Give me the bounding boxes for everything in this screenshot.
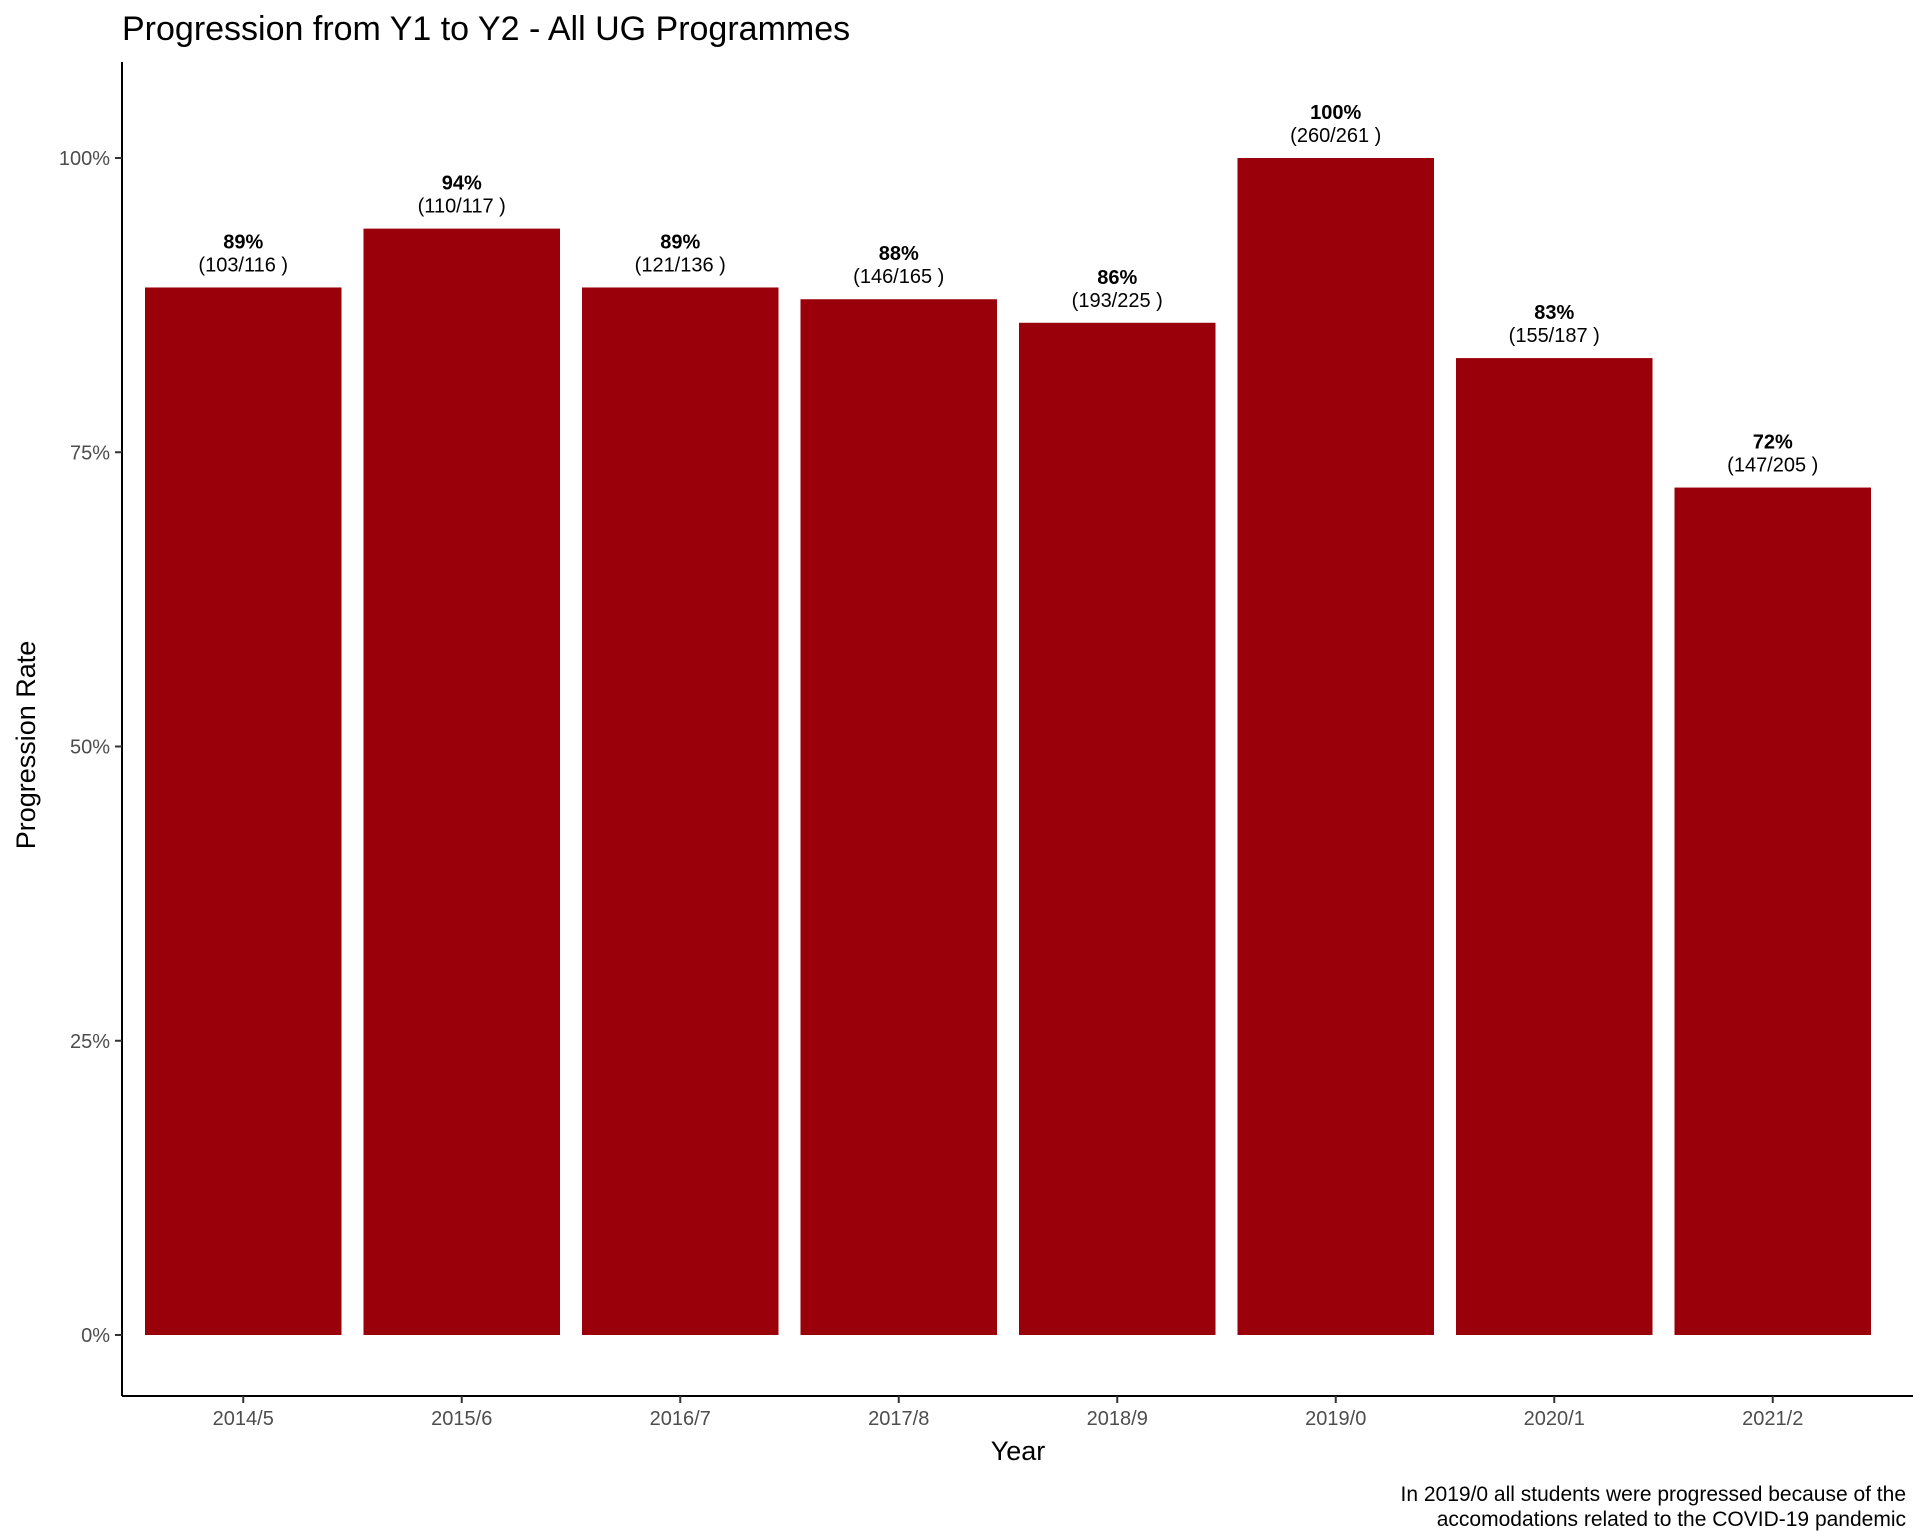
caption-line-2: accomodations related to the COVID-19 pa… <box>1437 1508 1906 1531</box>
x-tick-label: 2021/2 <box>1742 1408 1803 1430</box>
bar-value-label: 94% <box>442 173 482 195</box>
bar <box>145 287 342 1336</box>
x-axis: 2014/5 2015/6 2016/7 2017/8 2018/9 2019/0 2020… <box>122 1395 1913 1430</box>
y-tick-label: 25% <box>70 1031 110 1053</box>
bar-count-label: (110/117 ) <box>418 196 506 218</box>
bar-count-label: (103/116 ) <box>198 254 288 276</box>
x-tick-label: 2018/9 <box>1087 1408 1148 1430</box>
bar <box>1674 487 1871 1335</box>
bar-count-label: (155/187 ) <box>1509 325 1600 347</box>
x-tick-label: 2020/1 <box>1524 1408 1585 1430</box>
bar-value-label: 86% <box>1097 267 1137 289</box>
bar-value-label: 72% <box>1753 432 1793 454</box>
x-tick-label: 2017/8 <box>868 1408 929 1430</box>
bars-group <box>145 158 1871 1336</box>
chart-title: Progression from Y1 to Y2 - All UG Progr… <box>122 10 850 48</box>
bar <box>800 299 997 1335</box>
y-axis: 0% 25% 50% 75% 100% <box>59 62 123 1396</box>
y-tick-label: 50% <box>70 737 110 759</box>
bar-value-label: 89% <box>660 231 700 253</box>
caption-line-1: In 2019/0 all students were progressed b… <box>1401 1483 1907 1506</box>
bar-value-label: 89% <box>223 231 263 253</box>
bar <box>1019 322 1216 1335</box>
bar <box>1237 158 1434 1335</box>
x-tick-label: 2015/6 <box>431 1408 492 1430</box>
bar-value-label: 88% <box>879 243 919 265</box>
y-tick-label: 0% <box>81 1325 110 1347</box>
x-tick-label: 2014/5 <box>213 1408 274 1430</box>
bar-count-label: (260/261 ) <box>1290 125 1381 147</box>
bar-count-label: (121/136 ) <box>635 254 726 276</box>
bar <box>363 228 560 1335</box>
x-tick-label: 2019/0 <box>1305 1408 1366 1430</box>
y-tick-label: 100% <box>59 148 110 170</box>
bar-count-label: (193/225 ) <box>1072 290 1163 312</box>
bar-value-label: 100% <box>1310 102 1361 124</box>
y-tick-label: 75% <box>70 442 110 464</box>
bar-value-label: 83% <box>1534 302 1574 324</box>
y-axis-title: Progression Rate <box>11 641 41 850</box>
bar <box>582 287 779 1336</box>
bar-labels-group: 89%(103/116 )94%(110/117 )89%(121/136 )8… <box>198 102 1818 477</box>
bar-count-label: (147/205 ) <box>1727 455 1818 477</box>
bar <box>1456 358 1653 1336</box>
x-tick-label: 2016/7 <box>650 1408 711 1430</box>
x-axis-title: Year <box>991 1436 1046 1466</box>
bar-count-label: (146/165 ) <box>853 266 944 288</box>
